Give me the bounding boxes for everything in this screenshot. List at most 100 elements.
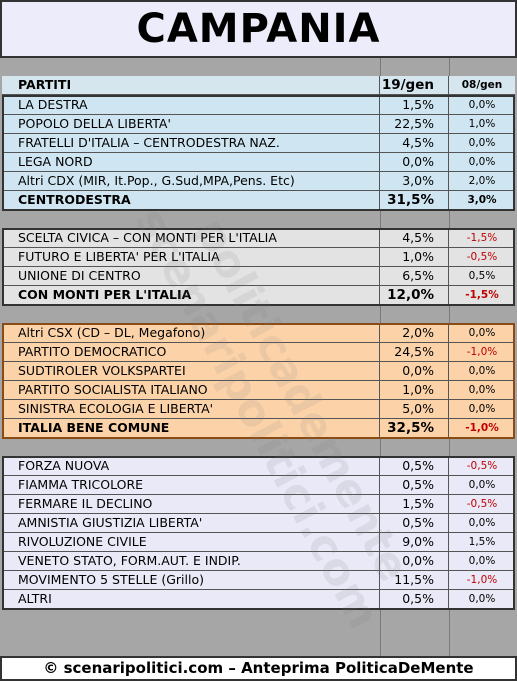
percent: 24,5%: [380, 343, 449, 362]
percent: 08/gen: [461, 79, 503, 91]
total-row: ITALIA BENE COMUNE 32,5% -1,0%: [2, 419, 515, 438]
party-name: UNIONE DI CENTRO: [2, 267, 380, 286]
percent: 0,0%: [468, 156, 496, 168]
party-name: Altri CSX (CD – DL, Megafono): [2, 324, 380, 343]
party-name: SCELTA CIVICA – CON MONTI PER L'ITALIA: [2, 229, 380, 248]
percent: 1,0%: [380, 381, 449, 400]
percent: 1,5%: [380, 96, 449, 115]
percent: -1,0%: [466, 574, 498, 586]
party-name: CENTRODESTRA: [2, 191, 380, 210]
party-name: FRATELLI D'ITALIA – CENTRODESTRA NAZ.: [2, 134, 380, 153]
party-name: LA DESTRA: [2, 96, 380, 115]
percent: 0,0%: [468, 593, 496, 605]
party-row: LEGA NORD 0,0% 0,0%: [2, 153, 515, 172]
percent: 12,0%: [380, 286, 449, 305]
percent: 0,0%: [468, 555, 496, 567]
party-name: RIVOLUZIONE CIVILE: [2, 533, 380, 552]
party-name: PARTITO DEMOCRATICO: [2, 343, 380, 362]
percent: -1,5%: [465, 289, 499, 301]
percent: 0,5%: [380, 476, 449, 495]
percent: 32,5%: [380, 419, 449, 438]
percent: 3,0%: [380, 172, 449, 191]
party-row: FRATELLI D'ITALIA – CENTRODESTRA NAZ. 4,5…: [2, 134, 515, 153]
party-name: Altri CDX (MIR, It.Pop., G.Sud,MPA,Pens.…: [2, 172, 380, 191]
party-name: SUDTIROLER VOLKSPARTEI: [2, 362, 380, 381]
party-row: SINISTRA ECOLOGIA E LIBERTA' 5,0% 0,0%: [2, 400, 515, 419]
percent: 3,0%: [467, 194, 497, 206]
percent: 2,0%: [380, 324, 449, 343]
party-name: PARTITI: [2, 76, 380, 95]
header-row: PARTITI 19/gen 08/gen: [2, 76, 515, 95]
party-name: VENETO STATO, FORM.AUT. E INDIP.: [2, 552, 380, 571]
party-name: ALTRI: [2, 590, 380, 609]
percent: 5,0%: [380, 400, 449, 419]
party-row: AMNISTIA GIUSTIZIA LIBERTA' 0,5% 0,0%: [2, 514, 515, 533]
party-name: AMNISTIA GIUSTIZIA LIBERTA': [2, 514, 380, 533]
percent: 4,5%: [380, 229, 449, 248]
party-row: FUTURO E LIBERTA' PER L'ITALIA 1,0% -0,5%: [2, 248, 515, 267]
total-row: CENTRODESTRA 31,5% 3,0%: [2, 191, 515, 210]
title: CAMPANIA: [0, 0, 517, 58]
party-name: SINISTRA ECOLOGIA E LIBERTA': [2, 400, 380, 419]
percent: 0,0%: [468, 365, 496, 377]
percent: -0,5%: [466, 251, 498, 263]
party-name: ITALIA BENE COMUNE: [2, 419, 380, 438]
party-name: FERMARE IL DECLINO: [2, 495, 380, 514]
party-name: LEGA NORD: [2, 153, 380, 172]
percent: -1,0%: [465, 422, 499, 434]
party-row: UNIONE DI CENTRO 6,5% 0,5%: [2, 267, 515, 286]
party-row: SCELTA CIVICA – CON MONTI PER L'ITALIA 4,…: [2, 229, 515, 248]
party-name: FORZA NUOVA: [2, 457, 380, 476]
percent: 1,0%: [380, 248, 449, 267]
party-name: FUTURO E LIBERTA' PER L'ITALIA: [2, 248, 380, 267]
percent: 19/gen: [380, 76, 449, 95]
percent: 0,0%: [468, 403, 496, 415]
percent: 4,5%: [380, 134, 449, 153]
percent: -0,5%: [466, 460, 498, 472]
percent: 0,5%: [380, 457, 449, 476]
party-name: PARTITO SOCIALISTA ITALIANO: [2, 381, 380, 400]
party-row: VENETO STATO, FORM.AUT. E INDIP. 0,0% 0,0%: [2, 552, 515, 571]
percent: 1,5%: [468, 536, 496, 548]
percent: 0,0%: [468, 99, 496, 111]
percent: 0,0%: [468, 327, 496, 339]
party-name: FIAMMA TRICOLORE: [2, 476, 380, 495]
footer: © scenaripolitici.com – Anteprima Politi…: [0, 656, 517, 681]
percent: -1,5%: [466, 232, 498, 244]
percent: 31,5%: [380, 191, 449, 210]
party-row: FIAMMA TRICOLORE 0,5% 0,0%: [2, 476, 515, 495]
percent: 11,5%: [380, 571, 449, 590]
party-row: POPOLO DELLA LIBERTA' 22,5% 1,0%: [2, 115, 515, 134]
percent: 0,0%: [468, 517, 496, 529]
party-row: FERMARE IL DECLINO 1,5% -0,5%: [2, 495, 515, 514]
party-row: ALTRI 0,5% 0,0%: [2, 590, 515, 609]
percent: 1,5%: [380, 495, 449, 514]
party-row: Altri CDX (MIR, It.Pop., G.Sud,MPA,Pens.…: [2, 172, 515, 191]
percent: 0,5%: [380, 514, 449, 533]
percent: 22,5%: [380, 115, 449, 134]
percent: 0,5%: [380, 590, 449, 609]
percent: 0,5%: [468, 270, 496, 282]
party-name: MOVIMENTO 5 STELLE (Grillo): [2, 571, 380, 590]
percent: -1,0%: [466, 346, 498, 358]
party-row: MOVIMENTO 5 STELLE (Grillo) 11,5% -1,0%: [2, 571, 515, 590]
party-row: PARTITO DEMOCRATICO 24,5% -1,0%: [2, 343, 515, 362]
percent: 0,0%: [468, 137, 496, 149]
party-name: POPOLO DELLA LIBERTA': [2, 115, 380, 134]
percent: 0,0%: [468, 479, 496, 491]
party-row: Altri CSX (CD – DL, Megafono) 2,0% 0,0%: [2, 324, 515, 343]
percent: 0,0%: [380, 362, 449, 381]
party-row: RIVOLUZIONE CIVILE 9,0% 1,5%: [2, 533, 515, 552]
percent: 9,0%: [380, 533, 449, 552]
party-row: PARTITO SOCIALISTA ITALIANO 1,0% 0,0%: [2, 381, 515, 400]
percent: 6,5%: [380, 267, 449, 286]
percent: 0,0%: [380, 153, 449, 172]
party-name: CON MONTI PER L'ITALIA: [2, 286, 380, 305]
percent: 2,0%: [468, 175, 496, 187]
percent: 0,0%: [468, 384, 496, 396]
party-row: FORZA NUOVA 0,5% -0,5%: [2, 457, 515, 476]
percent: 1,0%: [468, 118, 496, 130]
percent: -0,5%: [466, 498, 498, 510]
party-row: SUDTIROLER VOLKSPARTEI 0,0% 0,0%: [2, 362, 515, 381]
